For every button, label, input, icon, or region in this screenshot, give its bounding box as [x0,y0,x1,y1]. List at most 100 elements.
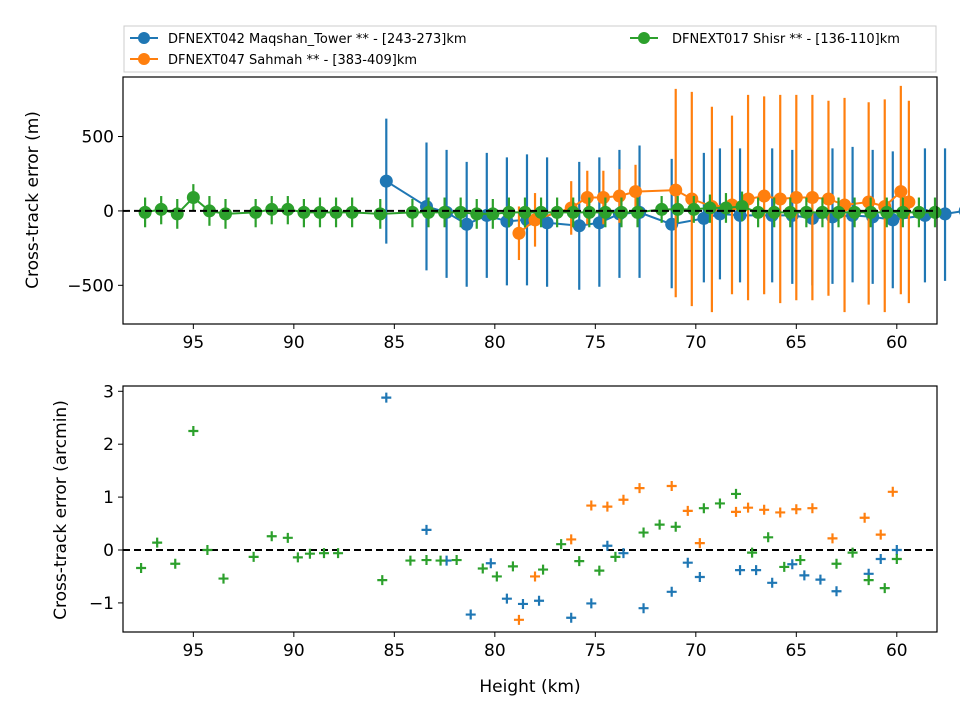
top-data-point [422,205,436,219]
top-panel: 95 90 85 80 75 70 65 60 500 0 −500 Cross-track err… [23,76,960,353]
top-data-point [783,205,797,219]
top-y-tick-label: −500 [67,276,114,296]
top-series-group [379,118,960,290]
bottom-data-point [682,557,693,568]
top-data-point [373,207,387,221]
bottom-data-point [491,571,502,582]
top-data-point [313,205,327,219]
top-data-point [297,205,311,219]
bottom-data-point [513,614,524,625]
top-data-point [580,191,594,205]
top-data-point [767,205,781,219]
bottom-x-tick-label: 90 [283,641,305,661]
bottom-data-point [634,483,645,494]
top-y-axis-label: Cross-track error (m) [23,111,43,289]
top-x-tick-label: 85 [384,333,406,353]
bottom-data-point [863,575,874,586]
bottom-data-point [831,558,842,569]
bottom-y-tick-label: 2 [103,435,114,455]
top-data-point [631,205,645,219]
bottom-data-point [759,504,770,515]
top-data-point [815,205,829,219]
bottom-data-point [795,555,806,566]
bottom-data-point [638,603,649,614]
bottom-data-point [731,488,742,499]
bottom-series-group [381,392,902,623]
bottom-data-point [891,553,902,564]
top-plot-area [123,85,960,313]
top-data-point [460,217,474,231]
bottom-data-point [507,561,518,572]
bottom-data-point [556,539,567,550]
bottom-data-point [517,598,528,609]
bottom-data-point [714,498,725,509]
bottom-data-point [594,565,605,576]
bottom-y-axis-label: Cross-track error (arcmin) [51,400,71,620]
bottom-data-point [666,586,677,597]
top-data-point [219,207,233,221]
top-data-point [735,199,749,213]
bottom-data-point [435,555,446,566]
bottom-data-point [170,558,181,569]
bottom-x-tick-label: 95 [183,641,205,661]
legend-entry: DFNEXT042 Maqshan_Tower ** - [243-273]km [130,32,467,47]
bottom-data-point [188,425,199,436]
legend-label: DFNEXT017 Shisr ** - [136-110]km [672,32,900,47]
bottom-data-point [421,555,432,566]
bottom-data-point [891,545,902,555]
bottom-data-point [887,486,898,497]
bottom-data-point [831,586,842,597]
legend-frame [123,25,937,73]
top-data-point [379,174,393,188]
top-data-point [821,192,835,206]
bottom-data-point [751,565,762,576]
legend-entry: DFNEXT017 Shisr ** - [136-110]km [630,32,900,47]
bottom-data-point [799,570,810,581]
legend-entry: DFNEXT047 Sahmah ** - [383-409]km [130,53,417,68]
bottom-data-point [136,562,147,573]
top-data-point [265,202,279,216]
bottom-data-point [815,574,826,585]
bottom-data-point [827,533,838,544]
bottom-y-tick-label: 1 [103,488,114,508]
bottom-data-point [381,392,392,403]
top-data-point [502,205,516,219]
bottom-data-point [152,537,163,548]
top-x-tick-label: 70 [685,333,707,353]
bottom-data-point [807,503,818,514]
top-data-point [534,205,548,219]
bottom-plot-area [123,392,937,625]
top-data-point [566,205,580,219]
top-data-point [438,205,452,219]
bottom-y-tick-label: 0 [103,541,114,561]
bottom-data-point [694,538,705,549]
top-data-point [719,201,733,215]
top-data-point [832,205,846,219]
bottom-data-point [610,551,621,562]
top-data-point [894,185,908,199]
bottom-data-point [586,598,597,609]
top-data-point [540,216,554,230]
bottom-data-point [377,575,388,586]
bottom-data-point [698,503,709,514]
top-data-point [880,205,894,219]
bottom-data-point [566,534,577,545]
bottom-data-point [654,519,665,530]
top-data-point [864,205,878,219]
bottom-data-point [875,529,886,540]
top-data-point [896,205,910,219]
bottom-data-point [767,577,778,588]
top-data-point [773,192,787,206]
top-data-point [928,205,942,219]
bottom-data-point [304,548,315,559]
top-axis-ticks: 95 90 85 80 75 70 65 60 500 0 −500 [67,128,907,353]
bottom-x-tick-label: 75 [585,641,607,661]
bottom-data-point [779,561,790,572]
bottom-data-point [202,545,213,555]
top-data-point [614,205,628,219]
top-data-point [655,202,669,216]
bottom-series-group [513,480,898,625]
bottom-data-point [682,505,693,516]
bottom-x-tick-label: 65 [785,641,807,661]
top-data-point [598,205,612,219]
